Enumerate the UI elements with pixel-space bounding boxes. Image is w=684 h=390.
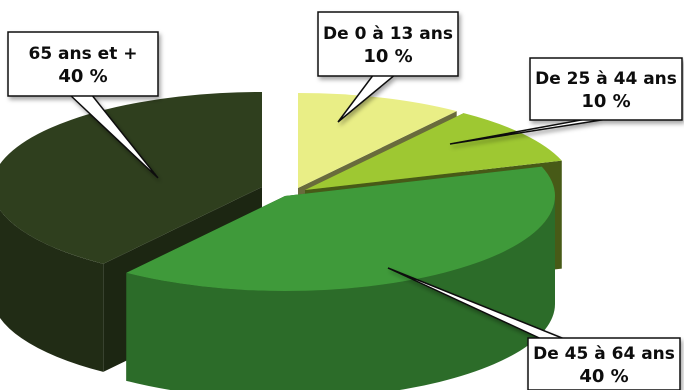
pie-slice-outer-wall (126, 196, 555, 390)
callout-category-label: De 0 à 13 ans (323, 24, 453, 44)
pie-slice-outer-wall (0, 209, 104, 372)
pie-slice-3 (126, 166, 556, 390)
callout-value-label: 10 % (363, 46, 412, 67)
callout-category-label: 65 ans et + (28, 44, 137, 64)
callout-category-label: De 25 à 44 ans (535, 69, 677, 89)
callout-category-label: De 45 à 64 ans (533, 344, 675, 364)
callout-1: 65 ans et +40 % (7, 31, 159, 179)
pie-slice-top (305, 113, 562, 190)
pie-slice-top (298, 93, 457, 188)
callout-value-label: 10 % (581, 91, 630, 112)
pie-slice-top (0, 92, 262, 264)
pie-slice-top (126, 166, 556, 291)
callout-value-label: 40 % (58, 66, 107, 87)
callout-value-label: 40 % (579, 366, 628, 387)
